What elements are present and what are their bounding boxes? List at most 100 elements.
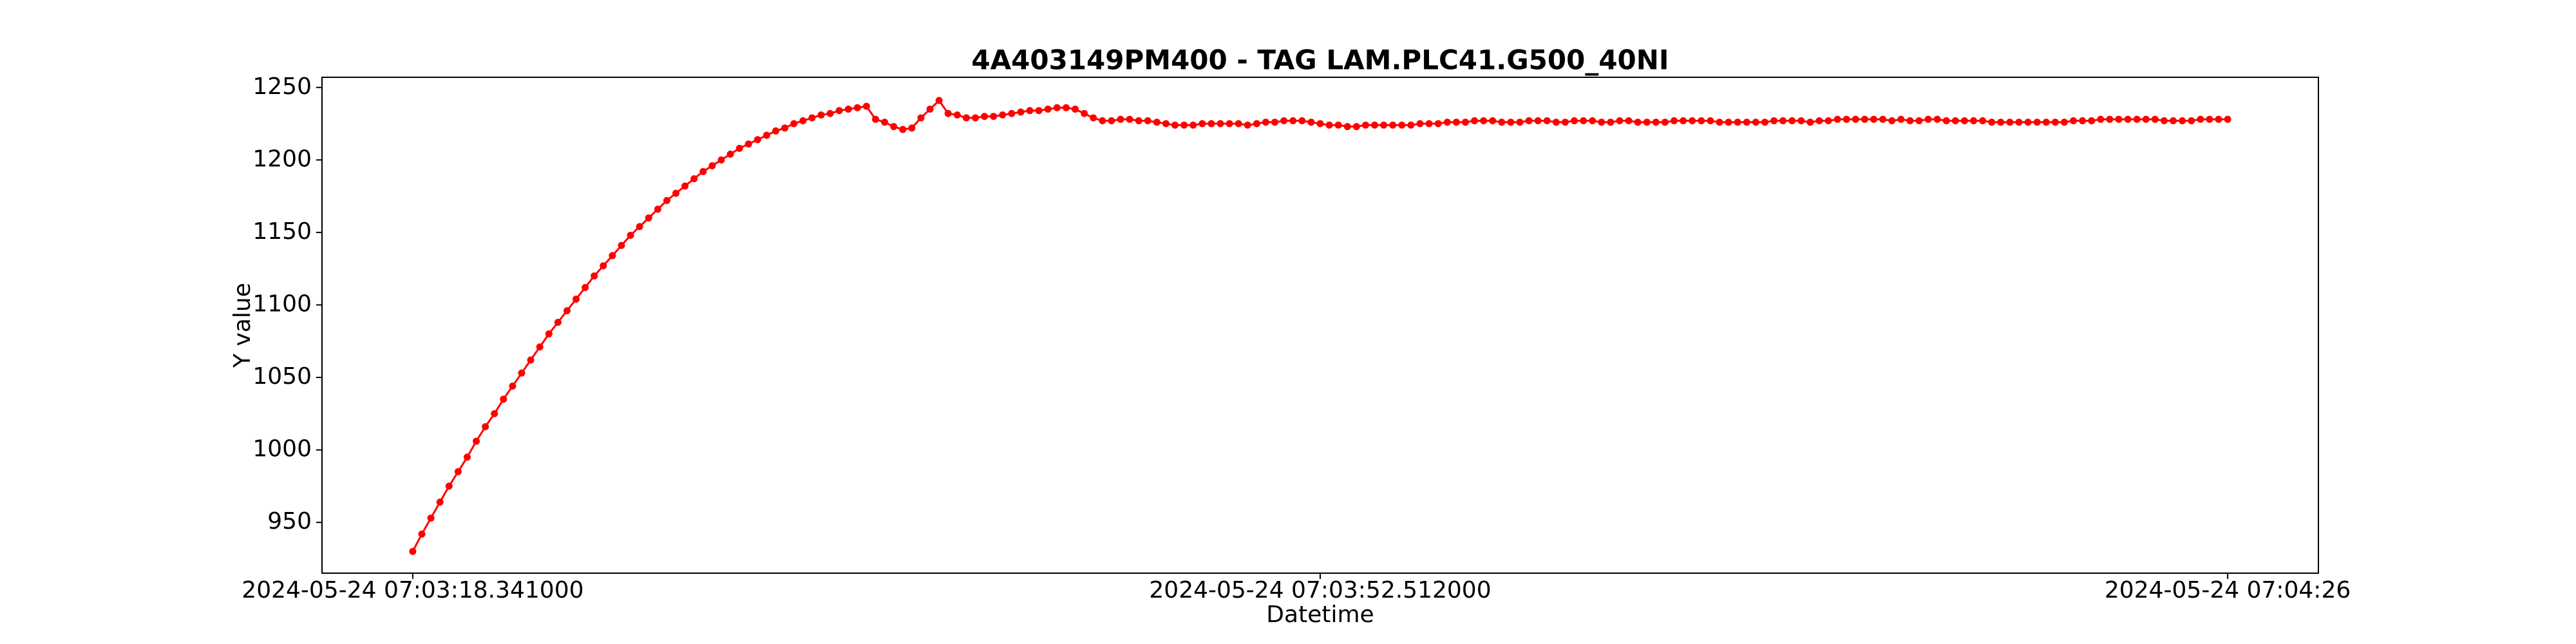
data-point bbox=[790, 120, 798, 128]
data-point bbox=[1498, 118, 1506, 126]
data-point bbox=[1689, 117, 1696, 125]
data-point bbox=[1162, 120, 1170, 128]
data-point bbox=[1507, 118, 1515, 126]
data-point bbox=[1135, 117, 1142, 125]
data-point bbox=[1797, 117, 1805, 125]
x-tick-label: 2024-05-24 07:04:26 bbox=[2105, 577, 2351, 603]
x-axis-label: Datetime bbox=[1266, 601, 1374, 628]
data-point bbox=[1852, 115, 1859, 123]
data-point bbox=[1008, 109, 1016, 117]
data-point bbox=[2060, 118, 2068, 126]
data-point bbox=[1942, 117, 1950, 125]
data-point bbox=[527, 356, 535, 364]
data-point bbox=[1897, 115, 1905, 123]
data-point bbox=[1371, 121, 1379, 129]
data-point bbox=[1235, 120, 1242, 128]
data-point bbox=[663, 196, 670, 204]
data-point bbox=[1144, 117, 1151, 125]
data-point bbox=[872, 115, 880, 123]
data-point bbox=[781, 124, 789, 132]
y-tick-label: 950 bbox=[267, 508, 312, 535]
data-point bbox=[1516, 118, 1524, 126]
data-point bbox=[735, 144, 743, 152]
data-point bbox=[681, 182, 689, 190]
data-point bbox=[953, 111, 961, 119]
data-point bbox=[899, 126, 907, 133]
data-point bbox=[1870, 115, 1878, 123]
data-point bbox=[454, 468, 462, 475]
data-point bbox=[808, 114, 816, 122]
data-point bbox=[990, 113, 998, 120]
data-point bbox=[1117, 115, 1124, 123]
data-point bbox=[762, 131, 770, 139]
data-point bbox=[1307, 118, 1315, 126]
data-point bbox=[1443, 118, 1451, 126]
data-point bbox=[1534, 117, 1542, 125]
data-point bbox=[2206, 115, 2213, 123]
data-point bbox=[2088, 117, 2096, 125]
data-point bbox=[2170, 117, 2177, 125]
data-point bbox=[636, 223, 643, 231]
data-point bbox=[1253, 120, 1260, 128]
data-point bbox=[1262, 118, 1269, 126]
data-point bbox=[726, 150, 734, 158]
data-point bbox=[2006, 118, 2014, 126]
data-point bbox=[1081, 109, 1088, 117]
data-point bbox=[1561, 118, 1569, 126]
chart-title: 4A403149PM400 - TAG LAM.PLC41.G500_40NI bbox=[971, 44, 1669, 76]
y-tick-label: 1050 bbox=[252, 363, 312, 390]
data-point bbox=[1988, 118, 1996, 126]
data-point bbox=[890, 123, 898, 131]
data-point bbox=[1625, 117, 1633, 125]
data-point bbox=[1915, 117, 1923, 125]
data-point bbox=[518, 369, 526, 377]
data-point bbox=[2115, 115, 2123, 123]
data-point bbox=[2197, 115, 2204, 123]
data-point bbox=[2070, 117, 2078, 125]
data-point bbox=[2142, 115, 2150, 123]
data-point bbox=[1525, 117, 1533, 125]
data-point bbox=[1407, 121, 1415, 129]
data-point bbox=[1933, 115, 1941, 123]
data-point bbox=[1833, 115, 1841, 123]
data-point bbox=[1226, 120, 1233, 128]
data-point bbox=[1861, 115, 1868, 123]
data-point bbox=[1788, 117, 1796, 125]
data-point bbox=[545, 330, 553, 338]
data-point bbox=[2106, 115, 2114, 123]
data-point bbox=[699, 167, 707, 175]
data-point bbox=[618, 242, 625, 249]
data-point bbox=[908, 124, 916, 132]
data-point bbox=[1062, 104, 1070, 111]
data-point bbox=[772, 127, 780, 135]
data-point bbox=[1035, 107, 1043, 115]
data-point bbox=[1661, 118, 1669, 126]
data-point bbox=[1598, 118, 1605, 126]
data-point bbox=[1815, 117, 1823, 125]
data-point bbox=[1671, 117, 1678, 125]
data-point bbox=[609, 252, 616, 260]
data-point bbox=[917, 114, 925, 122]
data-point bbox=[1053, 104, 1061, 111]
data-point bbox=[1198, 120, 1206, 128]
data-point bbox=[962, 114, 970, 122]
data-point bbox=[1099, 117, 1106, 125]
data-point bbox=[2097, 115, 2105, 123]
data-point bbox=[1698, 117, 1705, 125]
data-point bbox=[1997, 118, 2005, 126]
data-point bbox=[1489, 117, 1497, 125]
data-point bbox=[591, 272, 598, 279]
data-point bbox=[1425, 120, 1433, 128]
data-point bbox=[1471, 117, 1479, 125]
data-point bbox=[1343, 123, 1351, 131]
data-point bbox=[1325, 121, 1333, 129]
data-point bbox=[1779, 117, 1787, 125]
data-point bbox=[1716, 118, 1723, 126]
data-point bbox=[563, 307, 571, 314]
data-point bbox=[926, 106, 934, 113]
data-point bbox=[1090, 114, 1097, 122]
data-point bbox=[1770, 117, 1778, 125]
y-tick-label: 1100 bbox=[252, 290, 312, 317]
data-point bbox=[1452, 118, 1460, 126]
